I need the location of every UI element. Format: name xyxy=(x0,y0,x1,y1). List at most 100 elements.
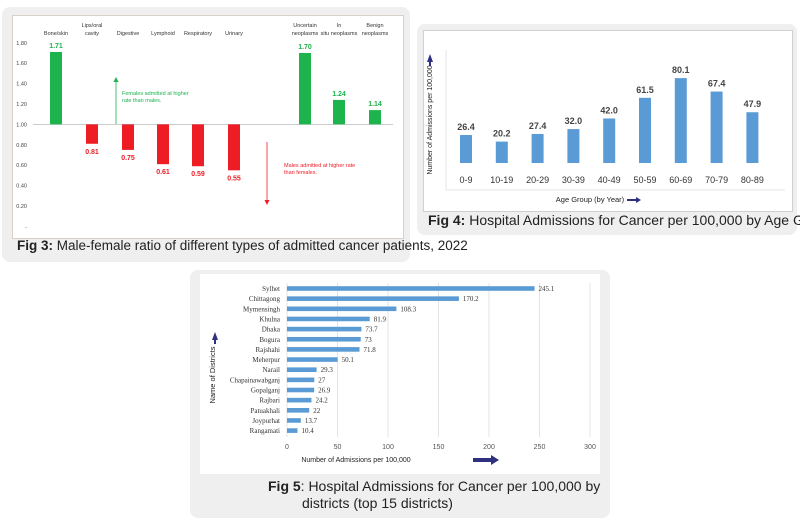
category-label: Patuakhali xyxy=(250,407,280,415)
category-label: Meherpur xyxy=(252,356,280,364)
fig3-panel xyxy=(2,7,410,262)
data-label: 1.14 xyxy=(368,101,382,108)
y-tick-label: 1.80 xyxy=(16,41,27,47)
bar xyxy=(192,124,204,167)
bar xyxy=(287,336,361,342)
category-label: Mymensingh xyxy=(243,305,280,313)
bar xyxy=(287,397,312,403)
fig5-caption-label: Fig 5 xyxy=(268,478,301,494)
x-tick-label: 100 xyxy=(382,444,394,451)
category-label: Joypurhat xyxy=(252,417,280,425)
x-tick-label: 0-9 xyxy=(459,175,472,185)
category-label: situ neoplasms xyxy=(321,31,358,37)
bar xyxy=(746,112,759,163)
category-label: Respiratory xyxy=(184,31,212,37)
data-label: 73.7 xyxy=(365,326,378,334)
fig5-panel xyxy=(190,270,610,518)
x-tick-label: 150 xyxy=(433,444,445,451)
y-tick-label: 1.00 xyxy=(16,122,27,128)
category-label: Chittagong xyxy=(249,295,281,303)
category-label: Digestive xyxy=(117,31,140,37)
data-label: 27 xyxy=(318,376,326,384)
category-label: Narail xyxy=(263,366,281,374)
category-label: Dhaka xyxy=(262,326,281,334)
bar xyxy=(228,124,240,171)
bar xyxy=(287,428,298,433)
category-label: Sylhet xyxy=(262,285,280,293)
data-label: 26.4 xyxy=(457,122,475,132)
data-label: 71.8 xyxy=(364,346,377,354)
fig5-caption: Fig 5: Hospital Admissions for Cancer pe… xyxy=(268,478,600,494)
data-label: 42.0 xyxy=(600,105,618,115)
data-label: 50.1 xyxy=(342,356,355,364)
bar xyxy=(287,418,301,423)
fig4-caption-label: Fig 4: xyxy=(428,212,466,228)
category-label: Bone/skin xyxy=(44,31,68,37)
bar xyxy=(287,377,315,383)
fig3-caption-text: Male-female ratio of different types of … xyxy=(53,238,468,253)
category-label: Rajshahi xyxy=(256,346,281,354)
y-tick-label: 1.40 xyxy=(16,82,27,88)
y-tick-label: 0.60 xyxy=(16,163,27,169)
bar xyxy=(287,326,362,332)
bar xyxy=(86,124,98,144)
data-label: 32.0 xyxy=(565,116,583,126)
data-label: 0.61 xyxy=(156,169,170,176)
data-label: 24.2 xyxy=(315,397,328,405)
right-arrow-icon xyxy=(473,455,499,465)
x-tick-label: 80-89 xyxy=(741,175,764,185)
bar xyxy=(50,51,62,125)
data-label: 13.7 xyxy=(305,417,318,425)
data-label: 20.2 xyxy=(493,129,511,139)
x-tick-label: 60-69 xyxy=(669,175,692,185)
bar xyxy=(287,347,360,352)
data-label: 170.2 xyxy=(463,295,479,303)
data-label: 0.55 xyxy=(227,175,241,182)
data-label: 0.81 xyxy=(85,149,99,156)
bar xyxy=(603,118,616,163)
fig3-caption-label: Fig 3: xyxy=(17,238,53,253)
up-arrow-icon xyxy=(212,332,218,344)
bar xyxy=(299,53,311,125)
x-axis-label: Age Group (by Year) xyxy=(556,195,625,204)
bar xyxy=(567,129,580,163)
bar xyxy=(495,141,508,163)
category-label: Lips/oral xyxy=(82,23,103,29)
data-label: 10.4 xyxy=(302,427,315,435)
y-tick-label: 1.20 xyxy=(16,102,27,108)
data-label: 108.3 xyxy=(400,305,416,313)
data-label: 0.59 xyxy=(191,171,205,178)
x-tick-label: 20-29 xyxy=(526,175,549,185)
data-label: 61.5 xyxy=(636,85,654,95)
x-tick-label: 50 xyxy=(334,444,342,451)
fig3-caption: Fig 3: Male-female ratio of different ty… xyxy=(17,238,468,253)
down-arrow-icon xyxy=(264,200,270,205)
annotation-females: Females admitted at higher xyxy=(122,91,189,97)
category-label: cavity xyxy=(85,31,99,37)
data-label: 1.71 xyxy=(49,43,63,50)
bar xyxy=(287,387,315,393)
category-label: neoplasms xyxy=(292,31,319,37)
bar xyxy=(531,133,544,163)
x-tick-label: 30-39 xyxy=(562,175,585,185)
y-tick-label: 0.20 xyxy=(16,204,27,210)
category-label: Uncertain xyxy=(293,23,317,29)
bar xyxy=(287,367,317,372)
data-label: 22 xyxy=(313,407,321,415)
data-label: 27.4 xyxy=(529,121,547,131)
data-label: 29.3 xyxy=(321,366,334,374)
bar xyxy=(369,110,381,125)
y-tick-label: 0.40 xyxy=(16,184,27,190)
right-arrow-icon xyxy=(627,197,641,203)
x-tick-label: 10-19 xyxy=(490,175,513,185)
fig5-caption-text: : Hospital Admissions for Cancer per 100… xyxy=(300,478,601,494)
category-label: Benign xyxy=(366,23,383,29)
bar xyxy=(287,306,397,312)
category-label: Chapainawabganj xyxy=(230,376,280,384)
bar xyxy=(674,78,687,163)
bar xyxy=(287,408,310,413)
category-label: In xyxy=(337,23,342,29)
bar xyxy=(639,97,651,163)
category-label: Rajbari xyxy=(259,397,280,405)
data-label: 67.4 xyxy=(708,79,726,89)
